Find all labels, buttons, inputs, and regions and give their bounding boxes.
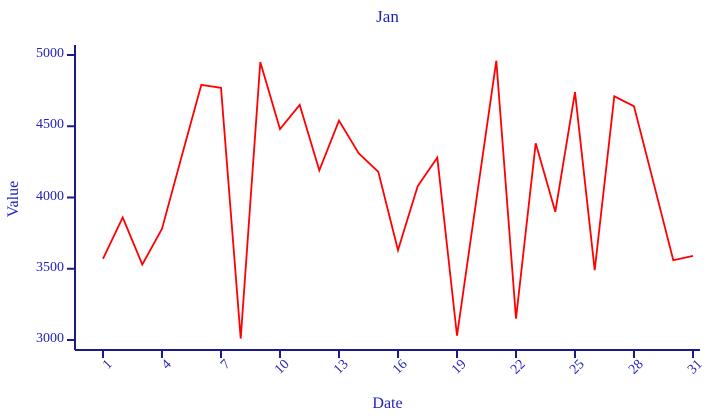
chart-title: Jan (376, 7, 399, 26)
y-tick-label: 4500 (36, 117, 64, 133)
data-series-line (102, 60, 694, 339)
y-tick-label: 4000 (36, 188, 64, 204)
y-tick-label: 3000 (36, 331, 64, 346)
x-axis-label: Date (372, 395, 403, 412)
y-tick-label: 5000 (36, 46, 64, 61)
y-tick-label: 3500 (36, 259, 64, 275)
